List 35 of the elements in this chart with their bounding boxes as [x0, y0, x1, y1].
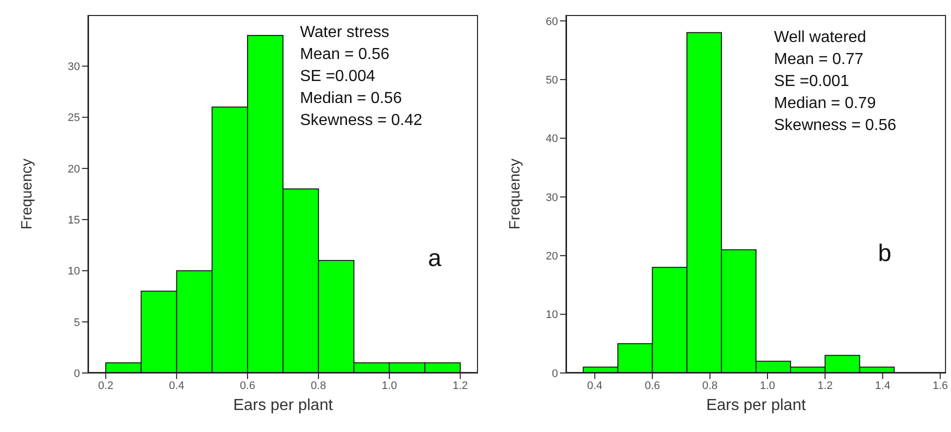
y-tick-label: 0 [552, 368, 558, 380]
x-axis-title: Ears per plant [705, 397, 807, 415]
x-tick-label: 0.6 [240, 380, 256, 392]
annotation: Well watered Mean = 0.77 SE =0.001 Median = 0.79 Skewness = 0.56 [774, 28, 896, 136]
x-tick-label: 1.4 [875, 380, 890, 392]
x-tick-label: 0.2 [98, 380, 114, 392]
annotation: b [878, 240, 892, 268]
annotation: Water stress Mean = 0.56 SE =0.004 Median = 0.56 Skewness = 0.42 [300, 23, 422, 131]
x-tick-label: 1.6 [932, 380, 948, 392]
y-axis-title: Frequency [18, 158, 36, 230]
y-tick-label: 10 [546, 309, 558, 322]
y-tick-label: 40 [546, 133, 558, 146]
y-tick-label: 20 [68, 163, 80, 176]
x-axis-title: Ears per plant [232, 397, 334, 415]
y-tick-label: 25 [68, 112, 80, 124]
y-tick-label: 60 [546, 16, 558, 28]
x-tick-label: 0.4 [587, 380, 602, 392]
x-tick-label: 1.2 [817, 380, 833, 392]
x-tick-label: 1.2 [452, 380, 468, 392]
y-axis-title: Frequency [506, 158, 524, 230]
y-tick-label: 50 [546, 74, 558, 86]
x-tick-label: 0.8 [310, 380, 326, 392]
y-tick-label: 30 [68, 61, 80, 74]
y-tick-label: 20 [546, 250, 558, 263]
annotation: a [428, 245, 442, 273]
y-tick-label: 5 [74, 316, 80, 329]
x-tick-label: 1.0 [760, 380, 776, 392]
y-tick-label: 30 [546, 192, 558, 204]
x-tick-label: 0.6 [644, 380, 660, 392]
y-tick-label: 0 [74, 368, 80, 380]
x-tick-label: 0.8 [702, 380, 718, 392]
x-tick-label: 0.4 [168, 380, 184, 392]
y-tick-label: 10 [68, 266, 80, 278]
x-tick-label: 1.0 [382, 380, 398, 392]
y-tick-label: 15 [68, 214, 80, 226]
